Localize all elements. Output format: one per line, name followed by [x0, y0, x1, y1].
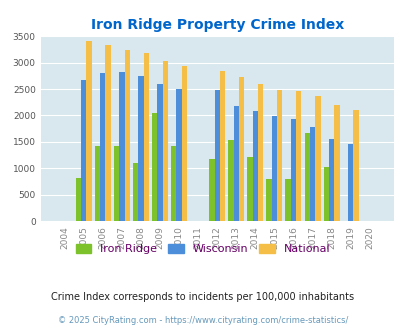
- Bar: [157, 84, 162, 221]
- Bar: [209, 159, 214, 221]
- Bar: [151, 113, 157, 221]
- Bar: [132, 163, 138, 221]
- Bar: [105, 45, 111, 221]
- Bar: [233, 106, 239, 221]
- Bar: [352, 110, 358, 221]
- Title: Iron Ridge Property Crime Index: Iron Ridge Property Crime Index: [90, 18, 343, 32]
- Bar: [309, 127, 314, 221]
- Bar: [285, 180, 290, 221]
- Bar: [86, 41, 92, 221]
- Bar: [138, 76, 143, 221]
- Bar: [290, 119, 295, 221]
- Bar: [247, 157, 252, 221]
- Bar: [220, 71, 225, 221]
- Bar: [171, 146, 176, 221]
- Bar: [162, 61, 168, 221]
- Bar: [113, 146, 119, 221]
- Bar: [143, 53, 149, 221]
- Bar: [176, 89, 181, 221]
- Bar: [276, 90, 282, 221]
- Bar: [124, 50, 130, 221]
- Bar: [100, 73, 105, 221]
- Bar: [347, 144, 352, 221]
- Bar: [119, 72, 124, 221]
- Bar: [214, 90, 220, 221]
- Legend: Iron Ridge, Wisconsin, National: Iron Ridge, Wisconsin, National: [71, 239, 334, 258]
- Bar: [76, 178, 81, 221]
- Bar: [81, 80, 86, 221]
- Text: Crime Index corresponds to incidents per 100,000 inhabitants: Crime Index corresponds to incidents per…: [51, 292, 354, 302]
- Bar: [181, 66, 187, 221]
- Bar: [252, 111, 258, 221]
- Bar: [94, 146, 100, 221]
- Bar: [228, 140, 233, 221]
- Bar: [328, 139, 333, 221]
- Bar: [333, 105, 339, 221]
- Bar: [266, 179, 271, 221]
- Bar: [271, 116, 276, 221]
- Bar: [304, 133, 309, 221]
- Bar: [314, 96, 320, 221]
- Bar: [239, 78, 244, 221]
- Text: © 2025 CityRating.com - https://www.cityrating.com/crime-statistics/: © 2025 CityRating.com - https://www.city…: [58, 316, 347, 325]
- Bar: [323, 167, 328, 221]
- Bar: [258, 84, 263, 221]
- Bar: [295, 91, 301, 221]
